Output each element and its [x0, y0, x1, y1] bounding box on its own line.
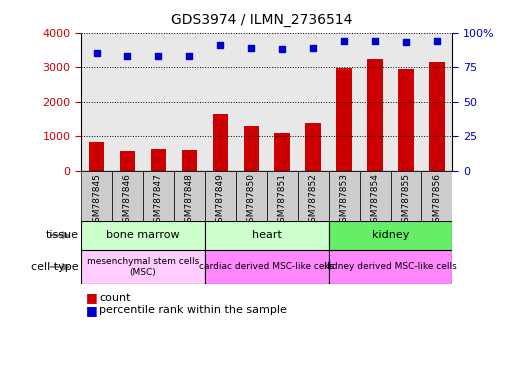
Text: GSM787849: GSM787849	[216, 174, 225, 228]
Text: heart: heart	[252, 230, 282, 240]
Point	[309, 45, 317, 51]
Bar	[267, 171, 298, 221]
Bar	[429, 62, 445, 171]
Bar	[112, 171, 143, 221]
Bar	[244, 126, 259, 171]
Point	[247, 45, 255, 51]
Bar	[360, 171, 391, 221]
Bar	[205, 171, 236, 221]
Text: GSM787850: GSM787850	[247, 174, 256, 228]
Point	[185, 53, 194, 59]
Text: GSM787856: GSM787856	[433, 174, 441, 228]
Bar	[367, 59, 383, 171]
Bar	[391, 171, 422, 221]
Text: GSM787852: GSM787852	[309, 174, 317, 228]
Bar	[151, 149, 166, 171]
Bar	[422, 171, 452, 221]
Bar	[328, 221, 452, 250]
Bar	[298, 171, 328, 221]
Text: mesenchymal stem cells
(MSC): mesenchymal stem cells (MSC)	[87, 257, 199, 276]
Text: tissue: tissue	[46, 230, 78, 240]
Text: ■: ■	[86, 291, 98, 304]
Bar	[205, 221, 328, 250]
Text: percentile rank within the sample: percentile rank within the sample	[99, 305, 287, 315]
Bar	[305, 123, 321, 171]
Point	[93, 50, 101, 56]
Bar	[328, 171, 360, 221]
Text: bone marrow: bone marrow	[106, 230, 180, 240]
Text: kidney: kidney	[372, 230, 409, 240]
Bar	[174, 171, 205, 221]
Point	[216, 42, 224, 48]
Text: GSM787848: GSM787848	[185, 174, 194, 228]
Text: kidney derived MSC-like cells: kidney derived MSC-like cells	[324, 262, 457, 271]
Bar	[181, 150, 197, 171]
Bar	[89, 142, 104, 171]
Text: GSM787853: GSM787853	[339, 174, 349, 228]
Text: count: count	[99, 293, 131, 303]
Text: GDS3974 / ILMN_2736514: GDS3974 / ILMN_2736514	[171, 13, 352, 27]
Text: cell type: cell type	[31, 262, 78, 272]
Point	[371, 38, 379, 44]
Point	[402, 39, 410, 45]
Text: GSM787847: GSM787847	[154, 174, 163, 228]
Bar	[120, 151, 135, 171]
Bar	[275, 132, 290, 171]
Bar	[205, 250, 328, 284]
Point	[433, 38, 441, 44]
Point	[278, 46, 287, 52]
Point	[340, 38, 348, 44]
Bar	[236, 171, 267, 221]
Bar	[336, 68, 352, 171]
Bar	[81, 221, 205, 250]
Bar	[143, 171, 174, 221]
Bar	[212, 114, 228, 171]
Text: GSM787851: GSM787851	[278, 174, 287, 228]
Text: GSM787855: GSM787855	[402, 174, 411, 228]
Text: cardiac derived MSC-like cells: cardiac derived MSC-like cells	[199, 262, 334, 271]
Bar	[81, 250, 205, 284]
Text: ■: ■	[86, 304, 98, 317]
Bar	[398, 69, 414, 171]
Text: GSM787845: GSM787845	[92, 174, 101, 228]
Text: GSM787846: GSM787846	[123, 174, 132, 228]
Bar	[81, 171, 112, 221]
Point	[123, 53, 132, 59]
Bar	[328, 250, 452, 284]
Point	[154, 53, 163, 59]
Text: GSM787854: GSM787854	[370, 174, 380, 228]
